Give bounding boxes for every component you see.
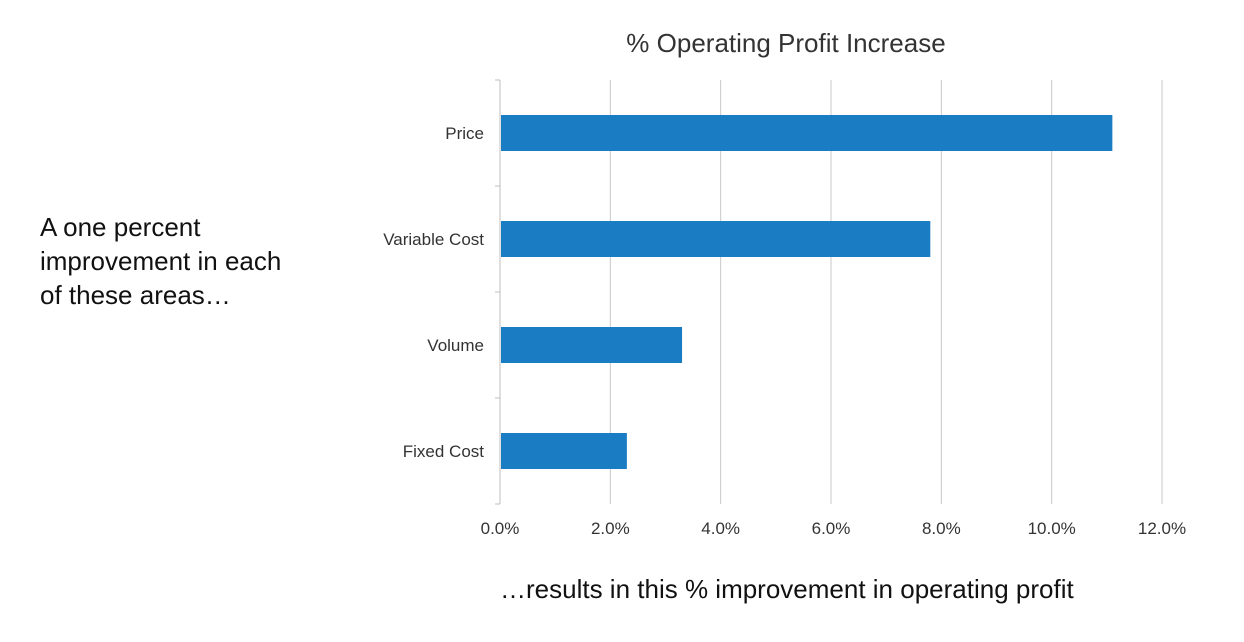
x-tick-label: 8.0% xyxy=(922,519,961,538)
bars xyxy=(501,115,1113,469)
x-tick-label: 10.0% xyxy=(1028,519,1076,538)
bar-volume xyxy=(501,327,683,363)
bar-price xyxy=(501,115,1113,151)
category-label: Fixed Cost xyxy=(403,442,485,461)
x-axis-caption: …results in this % improvement in operat… xyxy=(500,574,1074,604)
bar-variable-cost xyxy=(501,221,931,257)
x-tick-label: 0.0% xyxy=(481,519,520,538)
x-tick-label: 6.0% xyxy=(812,519,851,538)
x-tick-label: 2.0% xyxy=(591,519,630,538)
x-tick-label: 4.0% xyxy=(701,519,740,538)
chart-title: % Operating Profit Increase xyxy=(626,28,945,58)
x-tick-labels: 0.0% 2.0% 4.0% 6.0% 8.0% 10.0% 12.0% xyxy=(481,519,1186,538)
category-label: Variable Cost xyxy=(383,230,484,249)
side-note: A one percent improvement in each of the… xyxy=(40,212,282,310)
x-tick-label: 12.0% xyxy=(1138,519,1186,538)
category-label: Volume xyxy=(427,336,484,355)
category-label: Price xyxy=(445,124,484,143)
bar-fixed-cost xyxy=(501,433,627,469)
category-labels: Price Variable Cost Volume Fixed Cost xyxy=(383,124,484,461)
y-axis xyxy=(495,79,501,505)
